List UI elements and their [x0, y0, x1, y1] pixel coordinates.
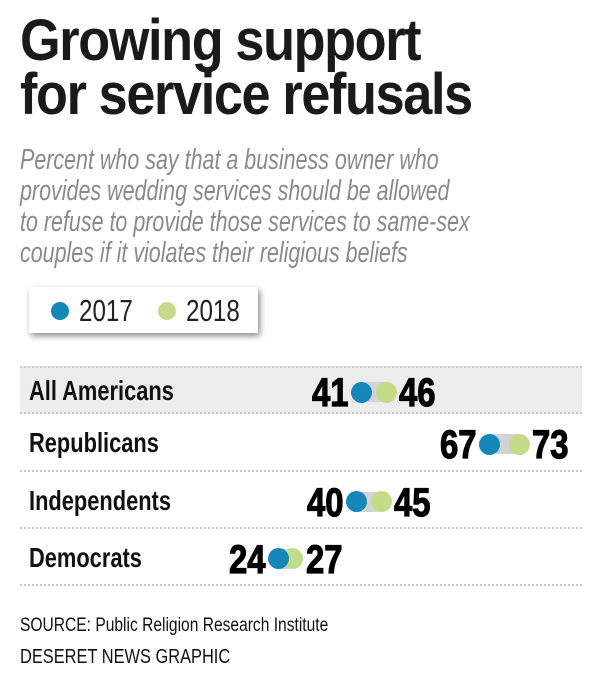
dot-2018 [375, 381, 397, 403]
row-label: Republicans [29, 427, 195, 459]
value-2018: 27 [305, 537, 351, 582]
credit-text: DESERET NEWS GRAPHIC [20, 646, 231, 668]
title-line-1: Growing support [20, 12, 465, 70]
subtitle-line-4: couples if it violates their religious b… [20, 238, 544, 268]
value-text: 67 [440, 423, 477, 467]
dot-2017 [267, 548, 289, 569]
value-text: 40 [307, 480, 344, 525]
value-2017: 40 [299, 480, 344, 525]
value-2017: 24 [221, 537, 266, 582]
row-divider [20, 584, 582, 586]
row-label: All Americans [29, 375, 215, 407]
row-label-text: Republicans [29, 427, 159, 458]
value-2017: 41 [304, 371, 349, 415]
row-democrats: Democrats 24 27 [20, 527, 582, 586]
dot-2017 [479, 433, 501, 455]
title-text: for service refusals [20, 62, 473, 127]
row-label-text: Democrats [29, 541, 142, 573]
subtitle-text: Percent who say that a business owner wh… [20, 144, 439, 176]
dot-2017 [346, 491, 368, 512]
subtitle-text: couples if it violates their religious b… [20, 237, 408, 269]
legend-dot-2018 [158, 302, 176, 320]
subtitle-line-1: Percent who say that a business owner wh… [20, 145, 586, 175]
dot-2018 [508, 433, 530, 455]
value-text: 46 [399, 371, 436, 415]
source-note: SOURCE: Public Religion Research Institu… [20, 615, 396, 637]
value-text: 73 [532, 423, 569, 467]
row-label-text: Independents [29, 484, 171, 516]
row-all-americans: All Americans 41 46 [20, 366, 582, 414]
legend-label-2017: 2017 [79, 293, 148, 329]
row-label-text: All Americans [29, 375, 174, 406]
source-text: SOURCE: Public Religion Research Institu… [20, 615, 329, 636]
value-text: 27 [305, 537, 343, 582]
row-label: Democrats [29, 542, 174, 574]
credit: DESERET NEWS GRAPHIC [20, 646, 276, 669]
subtitle-line-2: provides wedding services should be allo… [20, 176, 600, 206]
value-2018: 73 [532, 423, 577, 467]
title-text: Growing support [20, 8, 422, 73]
subtitle-line-3: to refuse to provide those services to s… [20, 207, 600, 237]
legend-text: 2017 [79, 293, 133, 328]
value-text: 41 [312, 371, 349, 415]
row-independents: Independents 40 45 [20, 470, 582, 529]
dot-2017 [351, 381, 373, 403]
row-republicans: Republicans 67 73 [20, 412, 582, 472]
legend-label-2018: 2018 [186, 293, 255, 329]
value-2018: 45 [394, 480, 439, 525]
legend: 2017 2018 [29, 287, 258, 333]
subtitle-text: to refuse to provide those services to s… [20, 206, 470, 238]
dot-2018 [370, 491, 392, 512]
value-2018: 46 [399, 371, 444, 415]
legend-dot-2017 [51, 302, 69, 320]
value-text: 24 [228, 537, 266, 582]
subtitle-text: provides wedding services should be allo… [20, 175, 450, 207]
value-2017: 67 [432, 423, 477, 467]
value-text: 45 [394, 480, 431, 525]
row-label: Independents [29, 485, 211, 517]
title-line-2: for service refusals [20, 66, 522, 124]
legend-text: 2018 [186, 293, 240, 328]
